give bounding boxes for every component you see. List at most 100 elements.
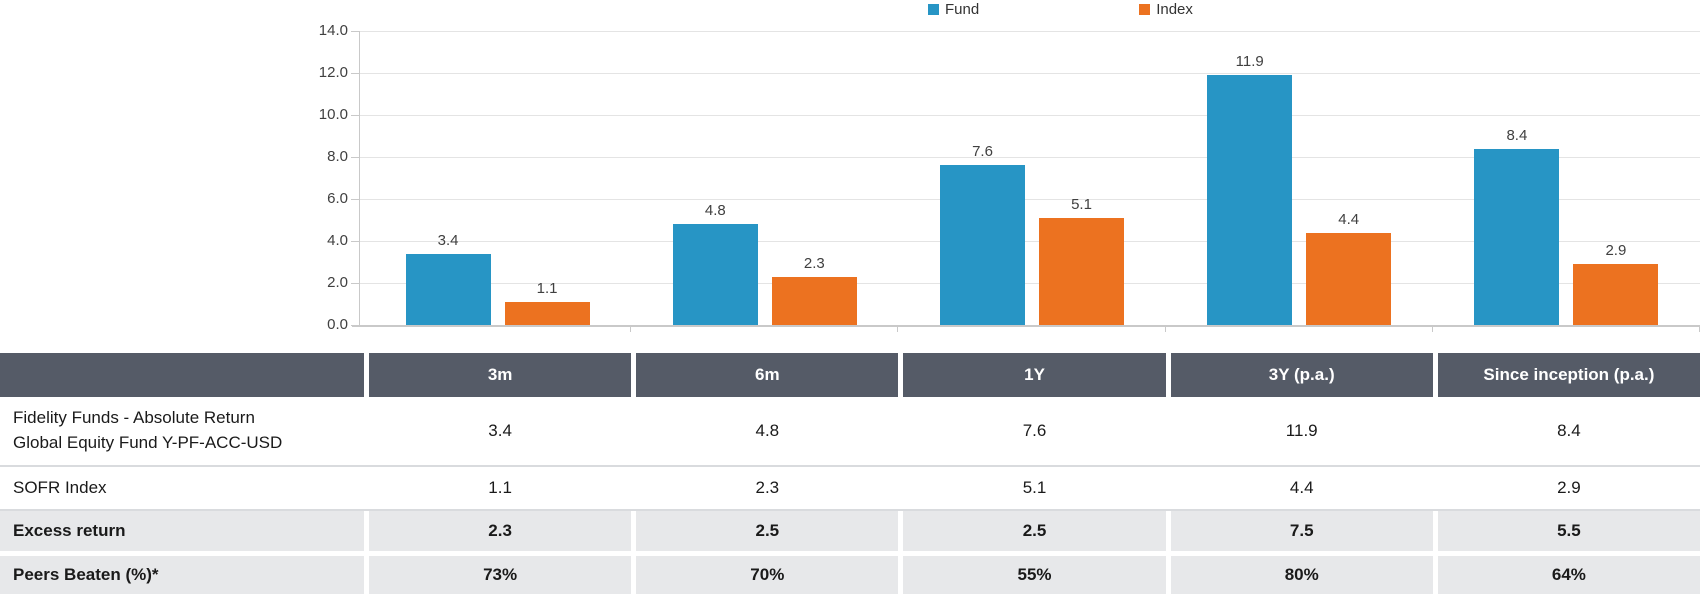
value-cell: 2.9 <box>1432 467 1700 509</box>
y-axis-tick-label: 14.0 <box>318 22 348 39</box>
bar-value-label: 2.3 <box>803 254 825 272</box>
table-row: Fidelity Funds - Absolute Return Global … <box>0 397 1700 465</box>
bar-column: 2.9 <box>1573 242 1659 325</box>
y-axis-tick-label: 6.0 <box>327 190 348 207</box>
bar-value-label: 2.9 <box>1605 242 1627 260</box>
fund-bar <box>405 253 491 325</box>
table-row: SOFR Index 1.1 2.3 5.1 4.4 2.9 <box>0 465 1700 509</box>
gridline <box>360 73 1700 74</box>
row-label-cell: Fidelity Funds - Absolute Return Global … <box>0 397 364 465</box>
bar-group-1: 3.4 1.1 <box>364 31 631 325</box>
x-axis-line <box>352 325 1700 327</box>
bar-column: 2.3 <box>771 254 857 325</box>
bar-column: 3.4 <box>405 232 491 325</box>
y-tick <box>351 73 359 74</box>
bar-column: 1.1 <box>504 279 590 325</box>
y-tick <box>351 325 359 326</box>
x-tick <box>897 327 899 332</box>
y-tick <box>351 241 359 242</box>
table-row: Excess return 2.3 2.5 2.5 7.5 5.5 <box>0 509 1701 551</box>
value-cell: 2.5 <box>898 511 1166 551</box>
y-tick <box>351 283 359 284</box>
gridline <box>360 241 1700 242</box>
table-body: Fidelity Funds - Absolute Return Global … <box>0 397 1701 594</box>
header-cell-blank <box>0 353 364 397</box>
y-axis-tick-label: 4.0 <box>327 232 348 249</box>
bar-column: 4.8 <box>672 202 758 325</box>
bar-value-label: 4.8 <box>704 202 726 220</box>
bar-column: 7.6 <box>940 143 1025 325</box>
value-cell: 5.5 <box>1432 511 1701 551</box>
y-tick <box>351 199 359 200</box>
legend-item-fund: Fund <box>928 2 979 17</box>
bar-group-2: 4.8 2.3 <box>631 31 898 325</box>
value-cell: 11.9 <box>1165 397 1433 465</box>
table-row: Peers Beaten (%)* 73% 70% 55% 80% 64% <box>0 556 1701 594</box>
legend-swatch-icon <box>928 4 939 15</box>
x-tick <box>1164 327 1166 332</box>
legend-label: Fund <box>945 1 980 18</box>
gridline <box>360 283 1700 284</box>
bar-value-label: 8.4 <box>1506 126 1528 144</box>
bar-value-label: 4.4 <box>1338 210 1360 228</box>
value-cell: 80% <box>1165 556 1433 594</box>
bar-group-4: 11.9 4.4 <box>1166 31 1433 325</box>
row-label-cell: Peers Beaten (%)* <box>0 556 364 594</box>
value-cell: 1.1 <box>364 467 631 509</box>
bar-column: 11.9 <box>1207 53 1293 325</box>
value-cell: 64% <box>1432 556 1701 594</box>
row-label: SOFR Index <box>13 477 107 497</box>
row-label: Peers Beaten (%)* <box>13 564 159 584</box>
value-cell: 2.3 <box>364 511 632 551</box>
y-tick <box>351 31 359 32</box>
value-cell: 5.1 <box>898 467 1165 509</box>
gridline <box>360 199 1700 200</box>
fund-bar <box>1474 148 1560 325</box>
y-axis-tick-label: 12.0 <box>318 64 348 81</box>
row-label: Excess return <box>13 520 126 540</box>
y-axis-tick-label: 2.0 <box>327 274 348 291</box>
index-bar <box>771 276 857 325</box>
header-cell: 3Y (p.a.) <box>1165 353 1433 397</box>
index-bar <box>1306 232 1392 325</box>
bar-column: 5.1 <box>1039 196 1124 325</box>
y-tick <box>351 157 359 158</box>
value-cell: 7.5 <box>1165 511 1433 551</box>
y-axis-tick-label: 8.0 <box>327 148 348 165</box>
x-tick <box>630 327 632 332</box>
bar-group-3: 7.6 5.1 <box>898 31 1165 325</box>
x-tick <box>1431 327 1433 332</box>
index-bar <box>1039 217 1124 325</box>
value-cell: 4.8 <box>631 397 898 465</box>
value-cell: 55% <box>898 556 1166 594</box>
bar-groups: 3.4 1.1 4.8 2.3 7.6 5.1 11.9 4.4 8.4 2.9 <box>364 31 1700 325</box>
bar-group-5: 8.4 2.9 <box>1433 31 1700 325</box>
fund-bar <box>1207 75 1293 325</box>
legend-label: Index <box>1156 1 1193 18</box>
value-cell: 73% <box>364 556 632 594</box>
row-label: Fidelity Funds - Absolute Return Global … <box>13 408 283 452</box>
bar-value-label: 1.1 <box>536 279 558 297</box>
bar-value-label: 11.9 <box>1235 53 1264 71</box>
value-cell: 2.5 <box>631 511 899 551</box>
row-label-cell: Excess return <box>0 511 364 551</box>
y-axis-tick-label: 10.0 <box>318 106 348 123</box>
value-cell: 2.3 <box>631 467 898 509</box>
bar-chart: 0.0 2.0 4.0 6.0 8.0 10.0 12.0 14.0 3.4 1.1 4.8 2.3… <box>318 22 1700 333</box>
header-cell: 1Y <box>898 353 1166 397</box>
header-cell: Since inception (p.a.) <box>1432 353 1701 397</box>
legend-item-index: Index <box>1139 2 1193 17</box>
fund-bar <box>672 224 758 325</box>
bar-column: 4.4 <box>1306 210 1392 325</box>
header-cell: 3m <box>364 353 632 397</box>
value-cell: 3.4 <box>364 397 631 465</box>
value-cell: 4.4 <box>1165 467 1433 509</box>
y-tick <box>351 115 359 116</box>
bar-value-label: 7.6 <box>972 143 993 161</box>
value-cell: 8.4 <box>1432 397 1700 465</box>
bar-value-label: 5.1 <box>1071 195 1092 213</box>
legend-swatch-icon <box>1139 4 1151 15</box>
index-bar <box>504 301 590 325</box>
bar-column: 8.4 <box>1474 126 1560 325</box>
